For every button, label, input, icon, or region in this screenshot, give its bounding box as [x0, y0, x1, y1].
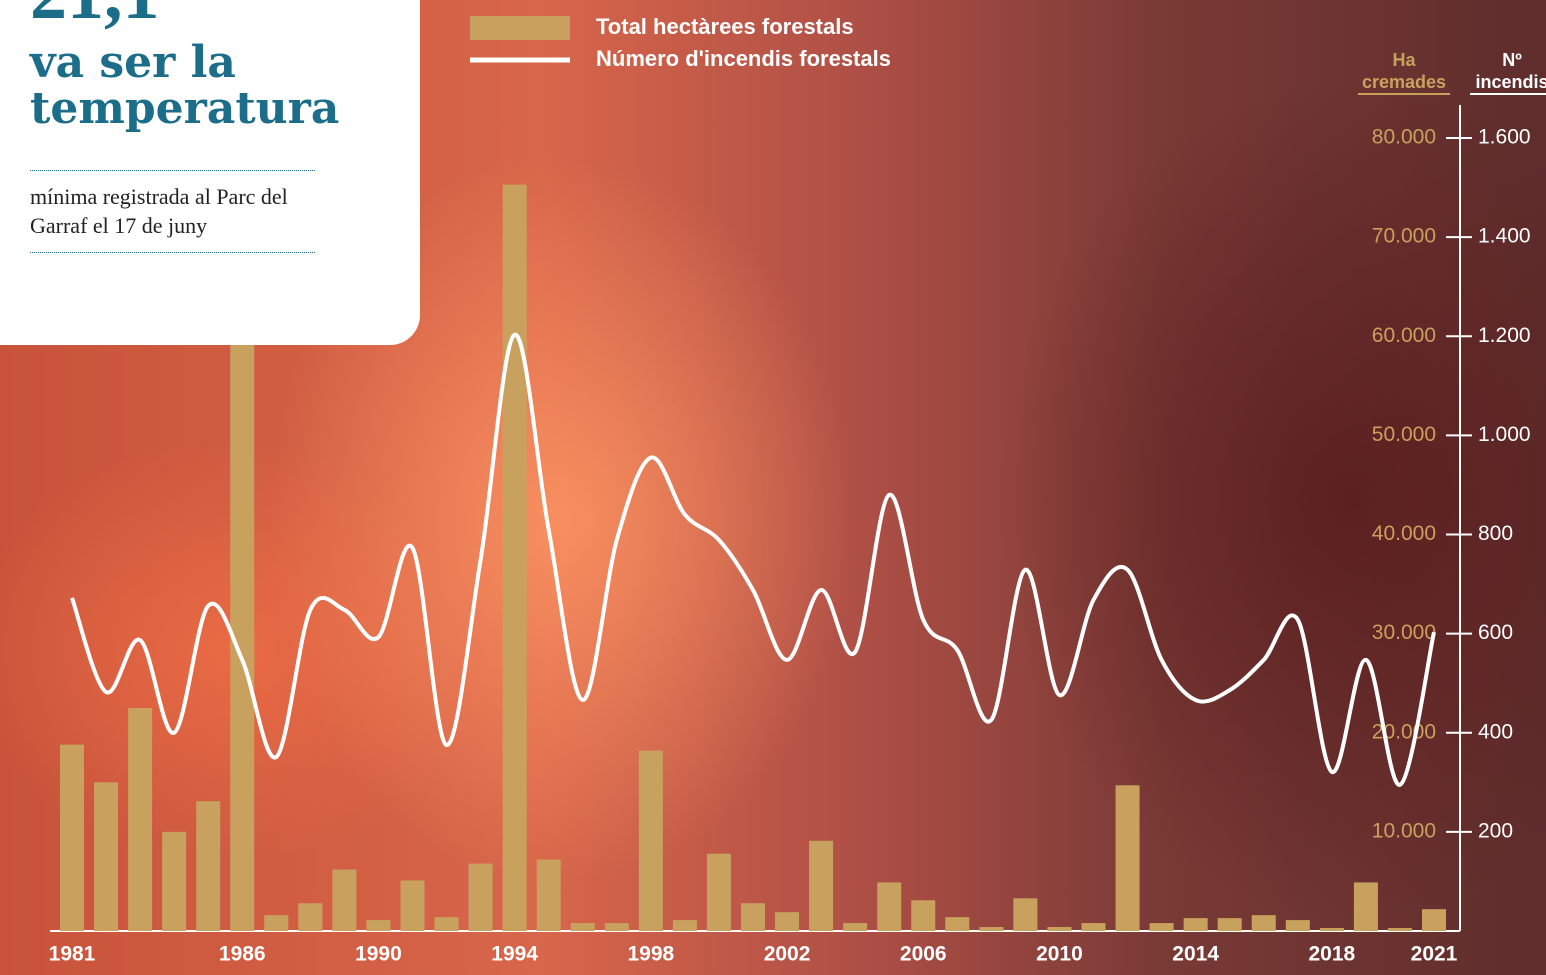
- bar: [571, 923, 595, 931]
- y-tick-label: 30.000: [1372, 621, 1436, 644]
- bar: [196, 801, 220, 931]
- rule: [30, 252, 315, 253]
- y-tick-label: 80.000: [1372, 126, 1436, 149]
- bar: [1354, 882, 1378, 931]
- y2-tick-label: 1.000: [1478, 423, 1531, 446]
- y2-tick-label: 1.600: [1478, 126, 1531, 149]
- info-panel: 21,1 va ser la temperatura mínima regist…: [0, 0, 420, 345]
- bar: [264, 915, 288, 931]
- bar: [162, 832, 186, 931]
- bar: [639, 751, 663, 931]
- bar: [1252, 915, 1276, 931]
- y-tick-label: 50.000: [1372, 423, 1436, 446]
- y-tick-label: 70.000: [1372, 225, 1436, 248]
- bar: [775, 912, 799, 931]
- x-tick-label: 1994: [491, 943, 538, 966]
- bar: [1047, 927, 1071, 931]
- legend-label: Total hectàrees forestals: [596, 14, 854, 39]
- y2-tick-label: 200: [1478, 819, 1513, 842]
- y2-tick-label: 1.400: [1478, 225, 1531, 248]
- bar: [945, 917, 969, 931]
- bar: [673, 920, 697, 931]
- y-tick-label: 60.000: [1372, 324, 1436, 347]
- y2-tick-label: 600: [1478, 621, 1513, 644]
- bar: [809, 841, 833, 931]
- bar: [298, 903, 322, 931]
- bar: [1218, 918, 1242, 931]
- bar: [1013, 898, 1037, 931]
- bar: [537, 860, 561, 931]
- bar: [707, 854, 731, 931]
- bar: [877, 882, 901, 931]
- y2-tick-label: 1.200: [1478, 324, 1531, 347]
- x-tick-label: 1998: [627, 943, 674, 966]
- page: {"panel": {"number": "21,1", "headline":…: [0, 0, 1546, 975]
- bar: [1150, 923, 1174, 931]
- bar: [503, 185, 527, 931]
- x-tick-label: 2010: [1036, 943, 1083, 966]
- y-tick-label: 10.000: [1372, 819, 1436, 842]
- legend-label: Número d'incendis forestals: [596, 46, 891, 71]
- bar: [605, 923, 629, 931]
- bar: [843, 923, 867, 931]
- y-tick-label: 40.000: [1372, 522, 1436, 545]
- headline: va ser la temperatura: [30, 40, 400, 132]
- bar: [469, 864, 493, 931]
- x-tick-label: 1986: [219, 943, 266, 966]
- bar: [1320, 928, 1344, 931]
- bar: [332, 870, 356, 931]
- x-tick-label: 2014: [1172, 943, 1219, 966]
- bar: [94, 782, 118, 931]
- bar: [1082, 923, 1106, 931]
- x-tick-label: 1981: [49, 943, 96, 966]
- bar: [401, 880, 425, 931]
- x-tick-label: 1990: [355, 943, 402, 966]
- bar: [60, 745, 84, 931]
- x-tick-label: 2002: [764, 943, 811, 966]
- bar: [979, 927, 1003, 931]
- x-tick-label: 2021: [1411, 943, 1458, 966]
- y2-tick-label: 800: [1478, 522, 1513, 545]
- bar: [1286, 920, 1310, 931]
- bar: [1116, 785, 1140, 931]
- line: [72, 335, 1434, 785]
- x-tick-label: 2006: [900, 943, 947, 966]
- bar: [1422, 909, 1446, 931]
- bar: [741, 903, 765, 931]
- bar: [911, 900, 935, 931]
- panel-text: mínima registrada al Parc del Garraf el …: [30, 182, 330, 240]
- bar: [128, 708, 152, 931]
- bar: [366, 920, 390, 931]
- bar: [1184, 918, 1208, 931]
- bar: [1388, 928, 1412, 931]
- x-tick-label: 2018: [1308, 943, 1355, 966]
- bar: [230, 285, 254, 931]
- rule: [30, 170, 315, 171]
- big-number: 21,1: [30, 0, 160, 37]
- legend-swatch: [470, 16, 570, 40]
- y2-tick-label: 400: [1478, 720, 1513, 743]
- bar: [435, 917, 459, 931]
